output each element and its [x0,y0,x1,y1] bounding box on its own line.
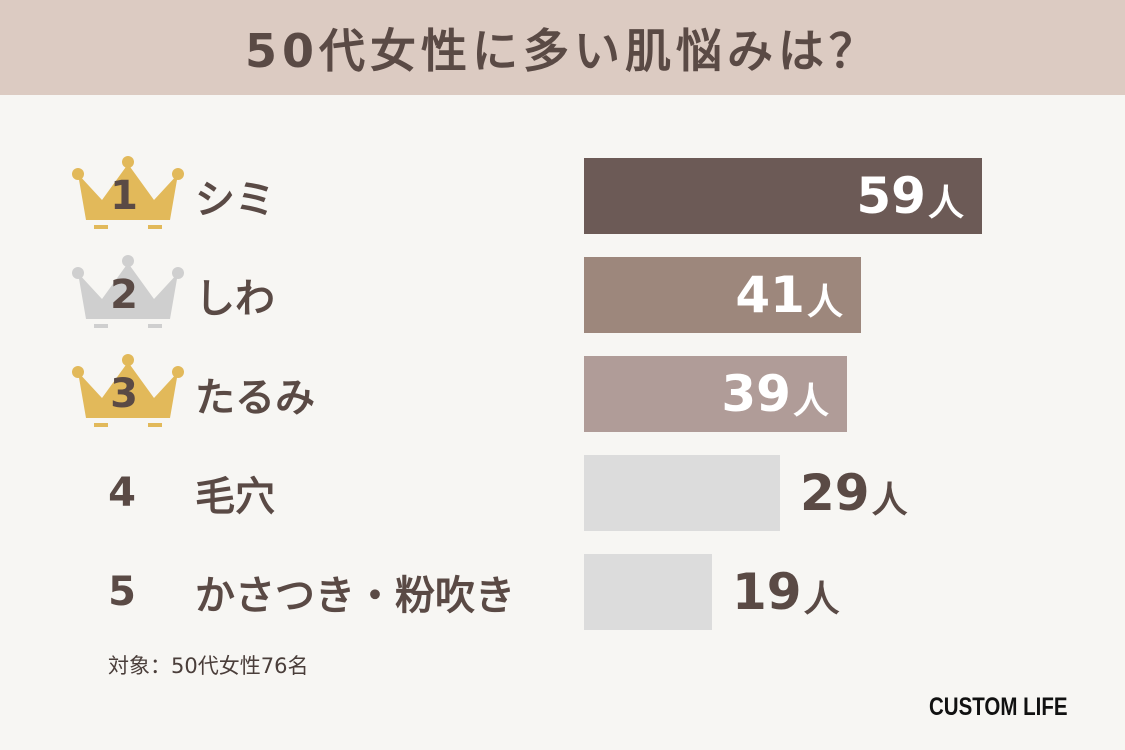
bar [584,356,847,432]
bar [584,455,780,531]
count-value: 39 [721,365,791,423]
category-label: かさつき・粉吹き [195,573,515,619]
ranking-row-3: 3 たるみ 39 人 [0,354,1125,432]
gold-crown-icon [72,354,184,427]
count-unit: 人 [792,381,829,422]
bar [584,158,982,234]
bar [584,554,712,630]
count-value: 41 [735,266,805,324]
ranking-row-4: 4 毛穴 29 人 [0,455,1125,531]
count-value: 29 [800,464,870,522]
count-unit: 人 [871,480,908,521]
count-label: 41 人 [735,257,843,333]
count-label: 19 人 [732,554,840,630]
count-unit: 人 [806,282,843,323]
rank-number: 3 [110,371,138,417]
rank-number: 4 [108,470,136,516]
rank-number: 1 [110,173,138,219]
rank-number: 2 [110,272,138,318]
count-value: 59 [856,167,926,225]
ranking-row-1: 1 シミ 59 人 [0,156,1125,234]
gold-crown-icon [72,156,184,229]
bar [584,257,861,333]
category-label: しわ [195,276,275,322]
ranking-row-5: 5 かさつき・粉吹き 19 人 [0,554,1125,630]
count-value: 19 [732,563,802,621]
count-label: 29 人 [800,455,908,531]
survey-footnote: 対象：50代女性76名 [108,654,309,678]
chart-title: 50代女性に多い肌悩みは？ [244,23,880,78]
count-label: 39 人 [721,356,829,432]
brand-logo: CUSTOM LIFE [929,693,1068,721]
silver-crown-icon [72,255,184,328]
category-label: 毛穴 [195,474,275,520]
count-unit: 人 [927,183,964,224]
count-label: 59 人 [856,158,964,234]
category-label: たるみ [195,375,315,421]
rank-number: 5 [108,569,136,615]
category-label: シミ [195,177,275,223]
count-unit: 人 [803,579,840,620]
header-banner: 50代女性に多い肌悩みは？ [0,0,1125,95]
ranking-row-2: 2 しわ 41 人 [0,255,1125,333]
